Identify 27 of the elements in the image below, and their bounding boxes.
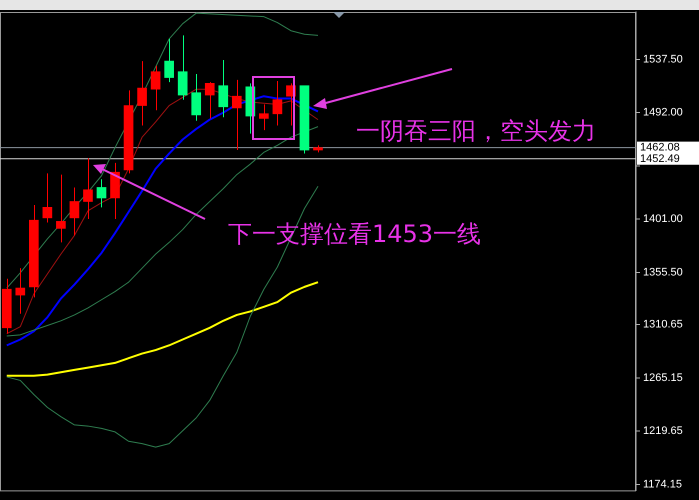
candlestick [70,186,80,236]
candlestick [164,38,174,83]
candlestick [56,174,66,243]
candlestick [15,268,26,314]
y-tick-label: 1355.50 [643,266,683,278]
y-tick-label: 1537.50 [643,53,683,66]
ref-line-label: 1462.08 [640,142,680,154]
annotation: 下一支撑位看1453一线 [228,220,482,248]
candlestick [259,104,269,131]
y-tick-label: 1492.00 [643,106,683,119]
y-tick-label: 1310.65 [643,318,683,331]
candlestick [218,59,228,118]
y-tick-label: 1174.15 [643,478,682,490]
candlestick [191,73,202,122]
candlestick [96,178,106,208]
y-tick-label: 1401.00 [643,213,683,226]
candlestick [272,80,282,126]
candlestick [42,172,52,224]
ref-line-label: 1452.49 [640,152,680,165]
candlestick [232,79,242,151]
candlestick [150,65,160,111]
y-tick-label: 1219.65 [643,425,683,438]
candlestick [137,60,147,126]
candlestick [204,82,215,119]
annotation: 一阴吞三阳，空头发力 [356,117,596,145]
candlestick [83,158,93,220]
y-tick-label: 1265.15 [643,372,683,384]
